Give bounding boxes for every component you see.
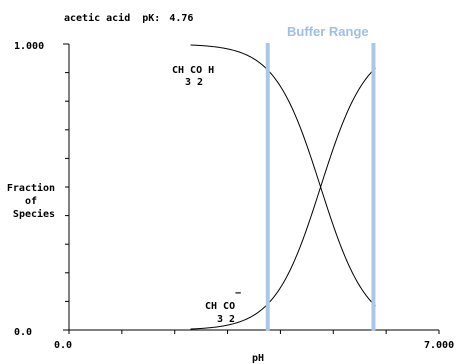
y-tick-bottom: 0.0	[14, 327, 32, 338]
compound-name: acetic acid	[64, 12, 130, 24]
chart-title: acetic acid pK: 4.76	[64, 12, 193, 24]
pk-value: 4.76	[169, 13, 193, 24]
axes	[63, 43, 440, 334]
y-axis-label: Fraction of Species	[7, 182, 61, 220]
acid-species-label: CH CO H 3 2	[172, 65, 220, 88]
x-tick-max: 7.000	[424, 340, 454, 351]
x-tick-min: 0.0	[54, 340, 72, 351]
buffer-lines	[265, 43, 376, 331]
x-axis-label: pH	[252, 353, 264, 364]
buffer-range-label: Buffer Range	[287, 24, 369, 39]
pk-label: pK:	[142, 13, 160, 24]
base-charge-label: −	[235, 288, 241, 299]
base-species-label: CH CO 3 2	[205, 301, 241, 325]
acid-fraction-series	[190, 44, 376, 307]
base-fraction-series	[190, 67, 376, 330]
y-tick-top: 1.000	[14, 41, 44, 52]
curves	[190, 44, 376, 330]
